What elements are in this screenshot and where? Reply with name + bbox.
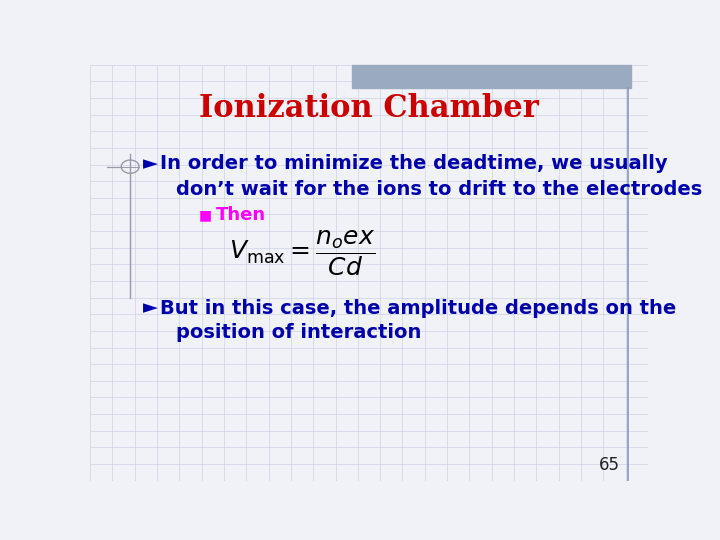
Text: position of interaction: position of interaction (176, 323, 422, 342)
Text: ►: ► (143, 299, 158, 318)
Text: 65: 65 (598, 456, 619, 474)
Text: Ionization Chamber: Ionization Chamber (199, 93, 539, 124)
Text: In order to minimize the deadtime, we usually: In order to minimize the deadtime, we us… (160, 154, 667, 173)
Text: Then: Then (215, 206, 266, 224)
Text: ►: ► (143, 154, 158, 173)
Text: $V_{\mathrm{max}} = \dfrac{n_o\mathit{ex}}{C\mathit{d}}$: $V_{\mathrm{max}} = \dfrac{n_o\mathit{ex… (229, 230, 375, 279)
Text: don’t wait for the ions to drift to the electrodes: don’t wait for the ions to drift to the … (176, 180, 703, 199)
Bar (352, 65, 631, 87)
Text: ■: ■ (199, 208, 212, 222)
Text: But in this case, the amplitude depends on the: But in this case, the amplitude depends … (160, 299, 676, 318)
